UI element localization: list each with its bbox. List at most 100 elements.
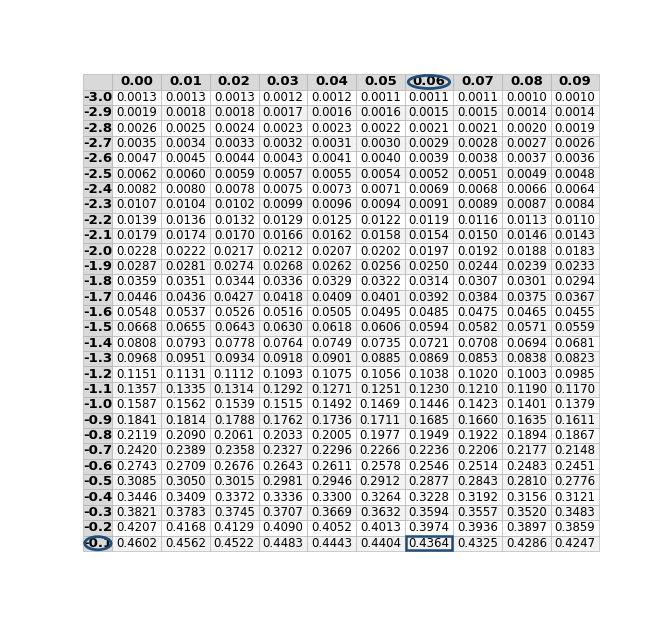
Bar — [210, 243, 258, 259]
Text: 0.3192: 0.3192 — [457, 491, 498, 504]
Bar — [161, 351, 210, 366]
Text: 0.0041: 0.0041 — [311, 152, 352, 165]
Bar — [356, 243, 405, 259]
Text: 0.3156: 0.3156 — [506, 491, 547, 504]
Text: 0.0129: 0.0129 — [262, 214, 304, 227]
Text: 0.0031: 0.0031 — [311, 137, 352, 150]
Text: 0.0322: 0.0322 — [360, 275, 401, 288]
Text: 0.0073: 0.0073 — [311, 183, 352, 196]
Text: 0.1093: 0.1093 — [262, 368, 303, 381]
Bar — [454, 274, 502, 290]
Bar — [356, 474, 405, 490]
Bar — [356, 351, 405, 366]
Text: 0.3974: 0.3974 — [408, 521, 450, 534]
Text: 0.1587: 0.1587 — [117, 399, 157, 412]
Bar — [502, 213, 551, 228]
Text: 0.0154: 0.0154 — [408, 229, 450, 242]
Text: 0.0244: 0.0244 — [457, 260, 498, 273]
Text: 0.2981: 0.2981 — [262, 475, 304, 488]
Text: 0.0071: 0.0071 — [360, 183, 401, 196]
Text: 0.0014: 0.0014 — [506, 106, 547, 119]
Text: -1.1: -1.1 — [83, 383, 113, 396]
Bar — [83, 182, 113, 197]
Bar — [356, 136, 405, 151]
Text: 0.0051: 0.0051 — [458, 168, 498, 181]
Text: 0.0025: 0.0025 — [165, 121, 206, 134]
Bar — [210, 397, 258, 412]
Text: -2.9: -2.9 — [83, 106, 113, 119]
Text: 0.0495: 0.0495 — [360, 306, 401, 319]
Text: 0.2810: 0.2810 — [506, 475, 547, 488]
Text: -2.6: -2.6 — [83, 152, 113, 165]
Bar — [161, 121, 210, 136]
Text: 0.0197: 0.0197 — [408, 245, 450, 258]
Text: -2.8: -2.8 — [83, 121, 113, 134]
Bar — [161, 490, 210, 504]
Bar — [83, 490, 113, 504]
Text: 0.3707: 0.3707 — [262, 506, 303, 519]
Text: 0.0446: 0.0446 — [117, 291, 157, 304]
Text: 0.0436: 0.0436 — [165, 291, 206, 304]
Bar — [83, 535, 113, 551]
Bar — [258, 412, 307, 428]
Bar — [83, 105, 113, 121]
Text: 0.0274: 0.0274 — [214, 260, 254, 273]
Text: 0.0052: 0.0052 — [409, 168, 450, 181]
Bar — [502, 90, 551, 105]
Bar — [113, 335, 161, 351]
Text: 0.0084: 0.0084 — [555, 199, 595, 212]
Bar — [161, 90, 210, 105]
Text: 0.0505: 0.0505 — [311, 306, 352, 319]
Bar — [161, 213, 210, 228]
Text: 0.2236: 0.2236 — [408, 444, 450, 457]
Bar — [405, 351, 454, 366]
Text: 0.1210: 0.1210 — [457, 383, 498, 396]
Bar — [356, 412, 405, 428]
Bar — [356, 182, 405, 197]
Bar — [356, 459, 405, 474]
Text: 0.0035: 0.0035 — [117, 137, 157, 150]
Bar — [83, 335, 113, 351]
Bar — [161, 335, 210, 351]
Text: 0.0016: 0.0016 — [311, 106, 352, 119]
Bar — [210, 459, 258, 474]
Text: 0.0030: 0.0030 — [360, 137, 400, 150]
Bar — [83, 504, 113, 520]
Bar — [161, 243, 210, 259]
Text: 0.2514: 0.2514 — [457, 460, 498, 473]
Bar — [210, 504, 258, 520]
Bar — [210, 443, 258, 459]
Text: 0.1038: 0.1038 — [409, 368, 450, 381]
Text: 0.2946: 0.2946 — [311, 475, 352, 488]
Bar — [502, 320, 551, 335]
Text: 0.0013: 0.0013 — [214, 91, 254, 104]
Bar — [113, 182, 161, 197]
Text: 0.2389: 0.2389 — [165, 444, 206, 457]
Bar — [113, 535, 161, 551]
Text: 0.0010: 0.0010 — [506, 91, 547, 104]
Text: 0.3264: 0.3264 — [360, 491, 401, 504]
Bar — [502, 182, 551, 197]
Bar — [307, 121, 356, 136]
Text: -0.8: -0.8 — [83, 429, 113, 442]
Bar — [307, 397, 356, 412]
Text: 0.0869: 0.0869 — [408, 352, 450, 365]
Text: 0.4090: 0.4090 — [262, 521, 303, 534]
Bar — [356, 167, 405, 182]
Bar — [258, 274, 307, 290]
Bar — [551, 197, 599, 213]
Text: 0.1170: 0.1170 — [555, 383, 595, 396]
Text: 0.0314: 0.0314 — [408, 275, 450, 288]
Bar — [258, 243, 307, 259]
Bar — [405, 412, 454, 428]
Bar — [83, 320, 113, 335]
Text: 0.3783: 0.3783 — [165, 506, 206, 519]
Bar — [83, 397, 113, 412]
Bar — [113, 151, 161, 167]
Bar — [210, 520, 258, 535]
Bar — [502, 504, 551, 520]
Text: 0.0951: 0.0951 — [165, 352, 206, 365]
Bar — [161, 535, 210, 551]
Text: 0.0060: 0.0060 — [165, 168, 206, 181]
Text: 0.0749: 0.0749 — [311, 337, 352, 350]
